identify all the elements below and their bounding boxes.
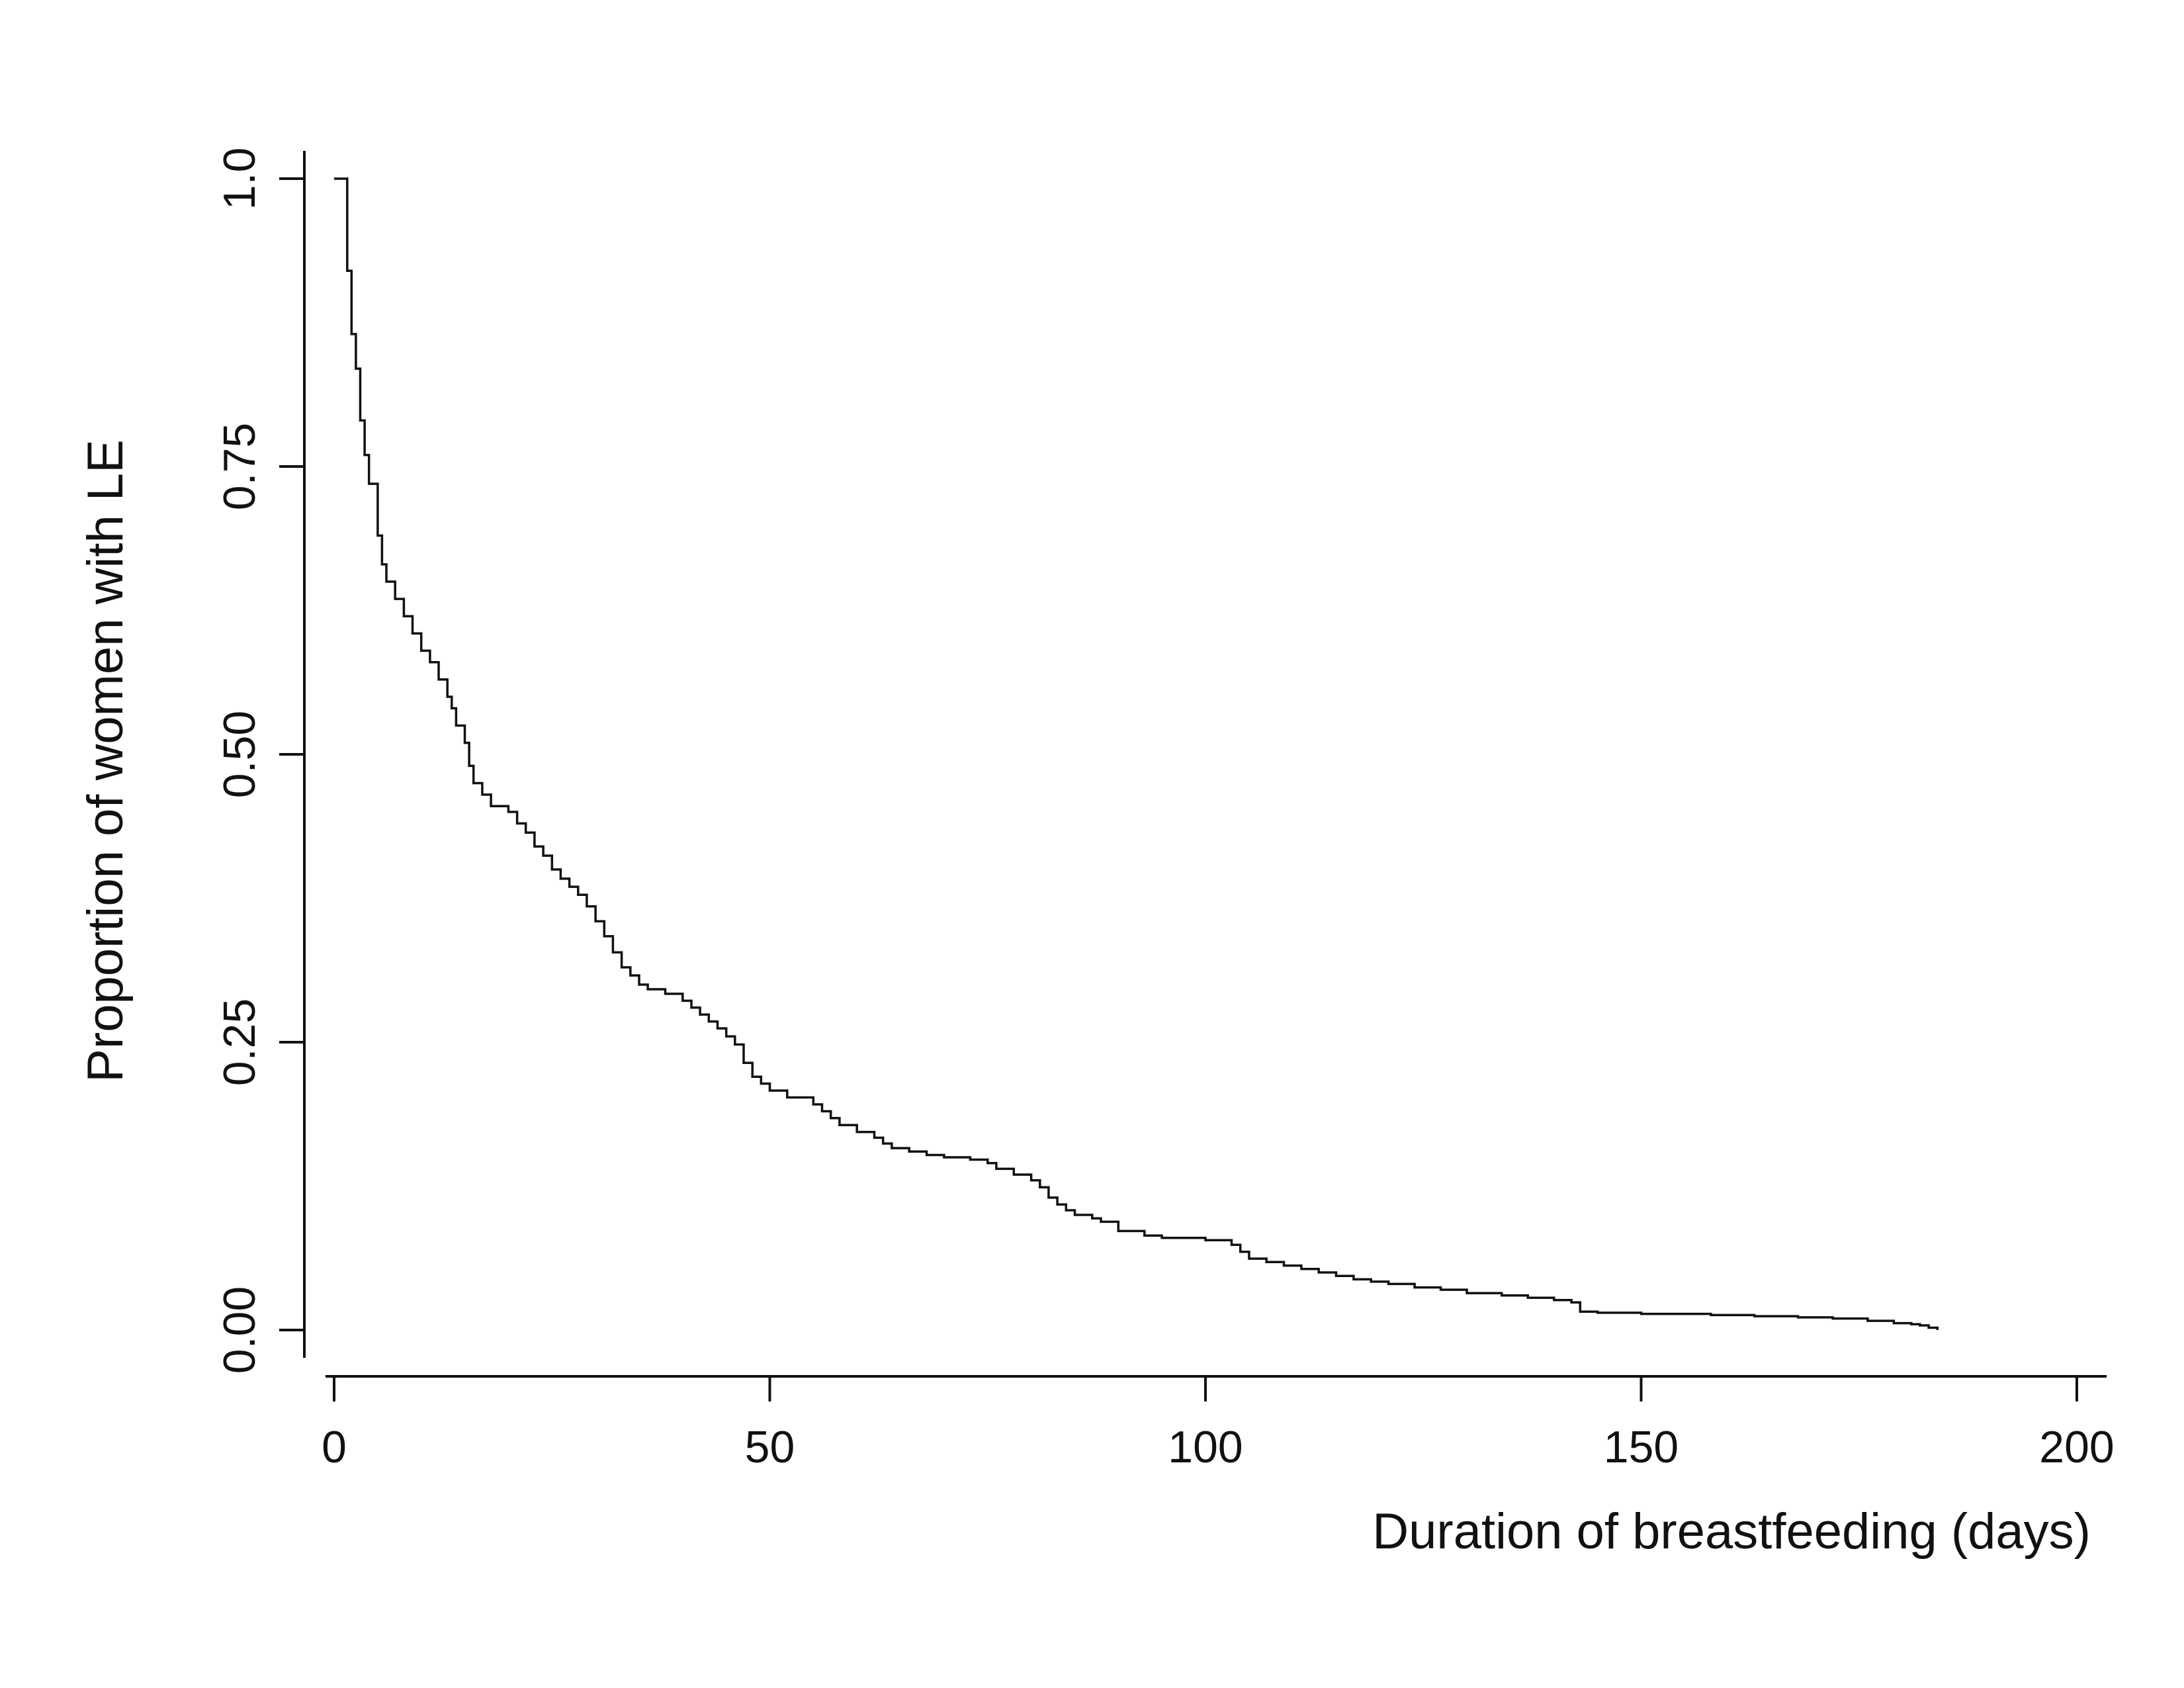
- y-tick-label: 0.75: [214, 423, 265, 510]
- survival-step-curve: [334, 177, 1939, 1330]
- y-tick-label: 0.50: [214, 711, 265, 798]
- axes: [303, 151, 2107, 1378]
- x-tick-label: 150: [1604, 1422, 1679, 1472]
- x-axis-title: Duration of breastfeeding (days): [1372, 1503, 2091, 1560]
- x-tick-label: 200: [2039, 1422, 2114, 1472]
- y-tick-label: 1.0: [214, 148, 265, 210]
- x-tick-label: 100: [1168, 1422, 1243, 1472]
- y-axis-title: Proportion of women with LE: [77, 439, 134, 1083]
- x-tick-label: 0: [322, 1422, 347, 1472]
- y-tick-label: 0.25: [214, 999, 265, 1086]
- y-tick-label: 0.00: [214, 1286, 265, 1374]
- x-tick-label: 50: [745, 1422, 795, 1472]
- axis-ticks: 0 50 100 150 200 0.00 0.25 0.50 0.75 1.0: [214, 148, 2115, 1472]
